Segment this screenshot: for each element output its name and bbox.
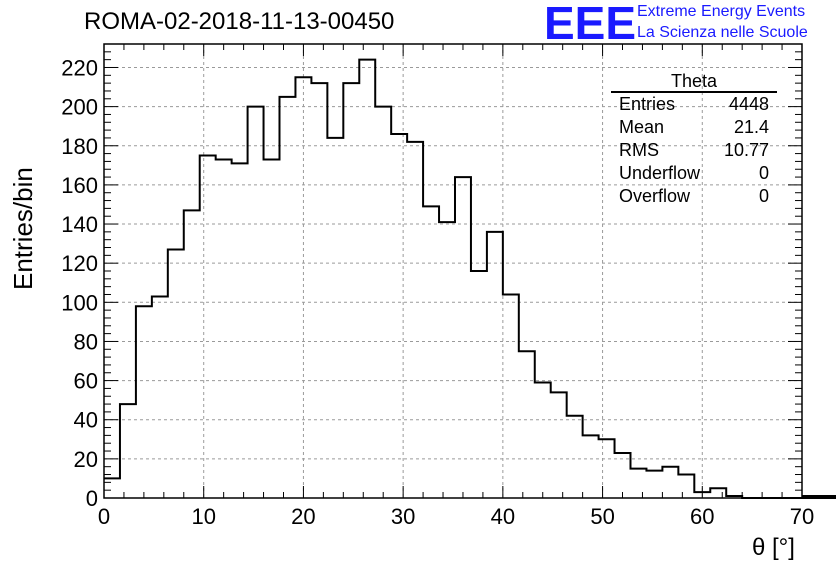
y-tick-label: 100 [61, 290, 98, 315]
histogram-bin [583, 435, 599, 498]
y-tick-label: 40 [74, 408, 98, 433]
histogram-bin [216, 159, 232, 498]
axes: 0 10 20 30 40 50 60 70 0 20 40 60 80 100 120 140 160 180 2… [61, 43, 814, 529]
stats-value: 0 [758, 163, 769, 183]
histogram-bin [407, 142, 423, 498]
stats-label: Overflow [619, 186, 691, 206]
x-tick-label: 0 [98, 504, 110, 529]
x-tick-label: 20 [291, 504, 315, 529]
histogram-bin [311, 83, 327, 498]
y-tick-label: 140 [61, 212, 98, 237]
stats-value: 10.77 [723, 140, 769, 160]
histogram-bin [152, 296, 168, 498]
eee-logo: EEE [544, 0, 637, 49]
histogram-bin [279, 97, 295, 498]
histogram-bin [630, 469, 646, 498]
stats-value: 21.4 [733, 117, 769, 137]
stats-label: Mean [619, 117, 665, 137]
histogram-bin [120, 404, 136, 498]
histogram-bin [359, 60, 375, 498]
histogram-outline [104, 58, 836, 499]
stats-label: Underflow [619, 163, 701, 183]
histogram-bin [503, 294, 519, 498]
x-tick-label: 10 [191, 504, 215, 529]
histogram-bin [455, 177, 471, 498]
y-tick-label: 220 [61, 55, 98, 80]
histogram-bin [519, 351, 535, 498]
y-tick-label: 20 [74, 447, 98, 472]
stats-row-underflow: Underflow 0 [611, 162, 777, 185]
y-tick-label: 60 [74, 369, 98, 394]
y-tick-label: 180 [61, 134, 98, 159]
histogram-bin [471, 271, 487, 498]
stats-row-entries: Entries 4448 [611, 93, 777, 116]
histogram-bin [599, 439, 615, 498]
grid-lines [104, 44, 802, 498]
histogram-bin [423, 206, 439, 498]
y-axis-label: Entries/bin [8, 167, 38, 290]
histogram-bin [567, 416, 583, 498]
x-tick-label: 60 [690, 504, 714, 529]
x-tick-label: 50 [590, 504, 614, 529]
stats-box: Theta Entries 4448 Mean 21.4 RMS 10.77 U… [611, 72, 777, 208]
y-tick-label: 200 [61, 95, 98, 120]
histogram-bin [662, 467, 678, 498]
stats-row-overflow: Overflow 0 [611, 185, 777, 208]
histogram-bin [327, 138, 343, 498]
stats-value: 0 [758, 186, 769, 206]
stats-value: 4448 [728, 94, 769, 114]
histogram-bin [168, 249, 184, 498]
stats-title: Theta [611, 72, 777, 93]
x-axis-label: θ [°] [752, 534, 795, 561]
stats-row-mean: Mean 21.4 [611, 116, 777, 139]
x-tick-label: 70 [790, 504, 814, 529]
logo-tagline-1: Extreme Energy Events [637, 3, 806, 20]
histogram-bin [391, 134, 407, 498]
histogram-bin [678, 475, 694, 498]
histogram-bin [710, 488, 726, 498]
histogram-bin [646, 471, 662, 498]
histogram-bin [232, 163, 248, 498]
y-tick-label: 0 [86, 486, 98, 511]
histogram-bars [104, 58, 836, 499]
x-tick-label: 30 [391, 504, 415, 529]
y-tick-label: 120 [61, 251, 98, 276]
chart-title: ROMA-02-2018-11-13-00450 [84, 8, 395, 35]
histogram-bin [551, 392, 567, 498]
histogram-bin [136, 306, 152, 498]
histogram-bin [535, 383, 551, 498]
stats-row-rms: RMS 10.77 [611, 139, 777, 162]
y-tick-label: 160 [61, 173, 98, 198]
y-tick-label: 80 [74, 329, 98, 354]
histogram-bin [200, 156, 216, 498]
stats-label: Entries [619, 94, 676, 114]
histogram-bin [487, 232, 503, 498]
histogram-bin [104, 478, 120, 498]
histogram-bin [184, 210, 200, 498]
logo-tagline-2: La Scienza nelle Scuole [637, 24, 808, 41]
histogram-bin [264, 159, 280, 498]
histogram-bin [615, 453, 631, 498]
stats-label: RMS [619, 140, 659, 160]
x-tick-label: 40 [491, 504, 515, 529]
